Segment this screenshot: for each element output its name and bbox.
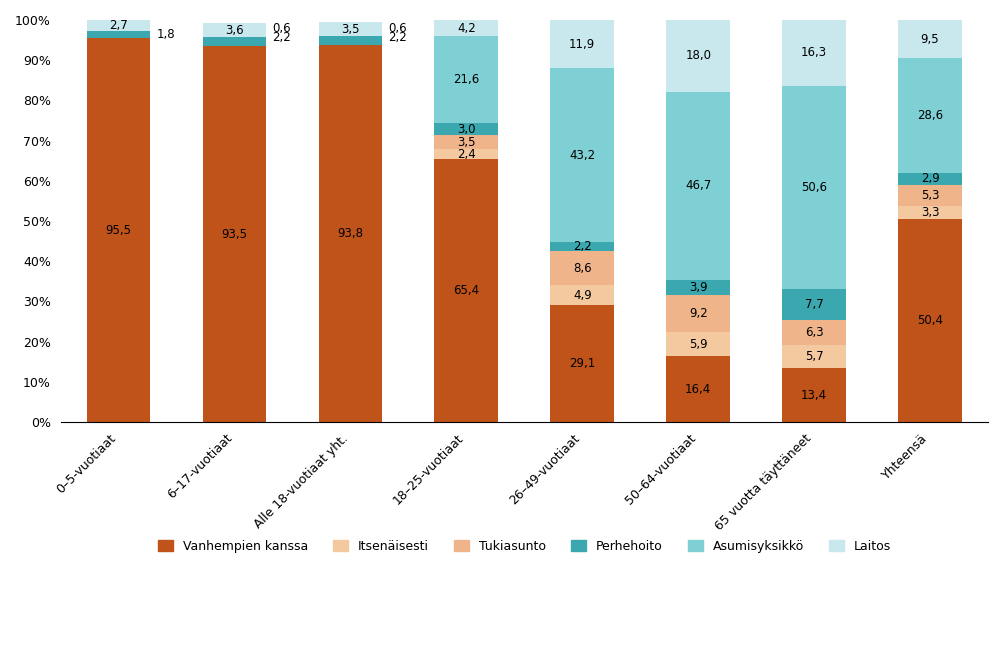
- Bar: [319, 36, 382, 45]
- Text: 3,5: 3,5: [457, 136, 475, 149]
- Bar: [782, 345, 845, 368]
- Text: 13,4: 13,4: [801, 389, 827, 402]
- Text: 95,5: 95,5: [105, 223, 131, 236]
- Bar: [665, 356, 729, 422]
- Text: 2,2: 2,2: [572, 240, 591, 253]
- Bar: [550, 251, 613, 285]
- Text: 2,7: 2,7: [109, 19, 128, 32]
- Bar: [434, 150, 498, 159]
- Text: 21,6: 21,6: [453, 73, 479, 86]
- Text: 93,5: 93,5: [221, 227, 247, 240]
- Text: 6,3: 6,3: [804, 326, 823, 339]
- Bar: [782, 20, 845, 86]
- Text: 16,4: 16,4: [684, 383, 710, 396]
- Text: 65,4: 65,4: [453, 284, 479, 297]
- Bar: [897, 20, 961, 58]
- Bar: [782, 368, 845, 422]
- Text: 2,2: 2,2: [388, 31, 407, 44]
- Text: 43,2: 43,2: [568, 149, 595, 161]
- Bar: [897, 173, 961, 185]
- Text: 4,9: 4,9: [572, 289, 591, 302]
- Text: 4,2: 4,2: [457, 22, 475, 35]
- Bar: [319, 22, 382, 36]
- Bar: [86, 20, 150, 31]
- Bar: [665, 279, 729, 295]
- Bar: [665, 295, 729, 332]
- Text: 5,7: 5,7: [804, 350, 823, 363]
- Bar: [897, 185, 961, 206]
- Bar: [202, 37, 267, 46]
- Bar: [550, 242, 613, 251]
- Bar: [434, 37, 498, 123]
- Text: 5,9: 5,9: [688, 338, 706, 351]
- Text: 29,1: 29,1: [568, 357, 595, 370]
- Bar: [665, 20, 729, 92]
- Bar: [782, 320, 845, 345]
- Bar: [897, 58, 961, 173]
- Text: 3,3: 3,3: [920, 206, 938, 219]
- Bar: [665, 92, 729, 279]
- Text: 3,9: 3,9: [688, 281, 706, 294]
- Text: 3,0: 3,0: [457, 123, 475, 136]
- Bar: [782, 86, 845, 289]
- Bar: [550, 68, 613, 242]
- Text: 0,6: 0,6: [272, 22, 291, 35]
- Text: 3,6: 3,6: [224, 24, 243, 37]
- Bar: [202, 23, 267, 37]
- Text: 7,7: 7,7: [804, 298, 823, 311]
- Text: 16,3: 16,3: [801, 46, 827, 59]
- Bar: [434, 20, 498, 37]
- Text: 18,0: 18,0: [684, 49, 710, 62]
- Text: 2,2: 2,2: [272, 31, 291, 44]
- Bar: [86, 38, 150, 422]
- Bar: [550, 20, 613, 68]
- Bar: [434, 123, 498, 135]
- Bar: [897, 219, 961, 422]
- Bar: [550, 285, 613, 305]
- Bar: [86, 31, 150, 38]
- Bar: [434, 135, 498, 150]
- Text: 50,4: 50,4: [916, 314, 942, 327]
- Text: 9,5: 9,5: [920, 33, 939, 46]
- Bar: [202, 46, 267, 422]
- Bar: [319, 45, 382, 422]
- Bar: [897, 206, 961, 219]
- Bar: [550, 305, 613, 422]
- Legend: Vanhempien kanssa, Itsenäisesti, Tukiasunto, Perhehoito, Asumisyksikkö, Laitos: Vanhempien kanssa, Itsenäisesti, Tukiasu…: [152, 535, 895, 558]
- Text: 3,5: 3,5: [341, 23, 360, 35]
- Text: 5,3: 5,3: [920, 189, 938, 202]
- Text: 2,9: 2,9: [920, 172, 939, 185]
- Text: 50,6: 50,6: [801, 181, 827, 194]
- Text: 46,7: 46,7: [684, 180, 710, 193]
- Text: 9,2: 9,2: [688, 308, 706, 321]
- Text: 93,8: 93,8: [337, 227, 363, 240]
- Text: 28,6: 28,6: [916, 109, 942, 122]
- Text: 1,8: 1,8: [156, 28, 174, 41]
- Text: 11,9: 11,9: [568, 38, 595, 51]
- Bar: [434, 159, 498, 422]
- Bar: [665, 332, 729, 356]
- Bar: [782, 289, 845, 320]
- Text: 2,4: 2,4: [457, 148, 475, 161]
- Text: 0,6: 0,6: [388, 22, 406, 35]
- Text: 8,6: 8,6: [572, 261, 591, 274]
